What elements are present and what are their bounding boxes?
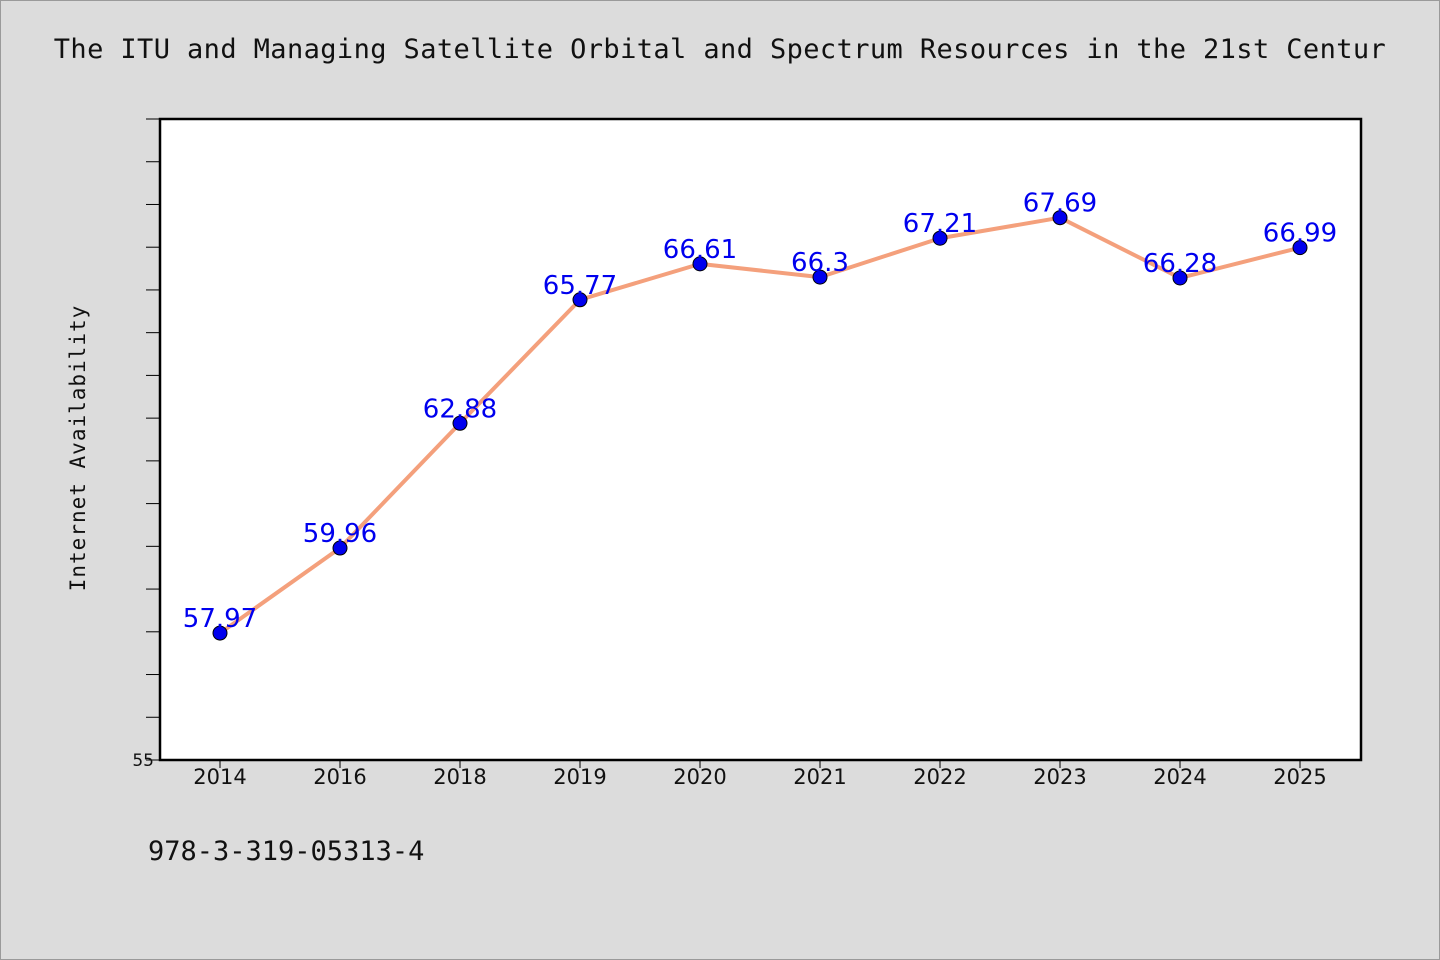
data-point [212,625,228,641]
x-tick-label: 2014 [193,765,246,789]
data-markers [212,210,1308,641]
data-label: 66.3 [791,248,849,278]
chart-title: The ITU and Managing Satellite Orbital a… [53,34,1387,65]
x-tick-label: 2024 [1153,765,1206,789]
data-label: 62.88 [423,394,497,424]
data-point [1172,270,1188,286]
data-point [572,292,588,308]
data-point [932,230,948,246]
data-label: 65.77 [543,271,617,301]
data-labels: 57.97 59.96 62.88 65.77 66.61 66.3 67.21 67.69 6… [183,189,1337,634]
x-tick-label: 2019 [553,765,606,789]
data-label: 66.28 [1143,249,1217,279]
x-tick-label: 2023 [1033,765,1086,789]
x-tick-label: 2022 [913,765,966,789]
data-label: 57.97 [183,604,257,634]
x-ticks: 2014 2016 2018 2019 2020 2021 2022 2023 2024 2025 [193,760,1327,789]
data-label: 67.21 [903,209,977,239]
data-label: 66.99 [1263,219,1337,249]
data-point [332,540,348,556]
data-point [1052,210,1068,226]
y-tick-label: 55 [132,751,154,771]
data-label: 67.69 [1023,189,1097,219]
x-tick-label: 2021 [793,765,846,789]
x-tick-label: 2020 [673,765,726,789]
data-label: 66.61 [663,235,737,265]
isbn-code: 978-3-319-05313-4 [148,836,425,867]
plot-area [158,117,1363,762]
data-point [812,269,828,285]
data-point [452,415,468,431]
data-label: 59.96 [303,519,377,549]
x-tick-label: 2018 [433,765,486,789]
data-point [1292,240,1308,256]
series-line [218,215,1301,635]
x-tick-label: 2025 [1273,765,1326,789]
y-ticks: 55 [132,118,160,771]
data-point [692,256,708,272]
x-tick-label: 2016 [313,765,366,789]
